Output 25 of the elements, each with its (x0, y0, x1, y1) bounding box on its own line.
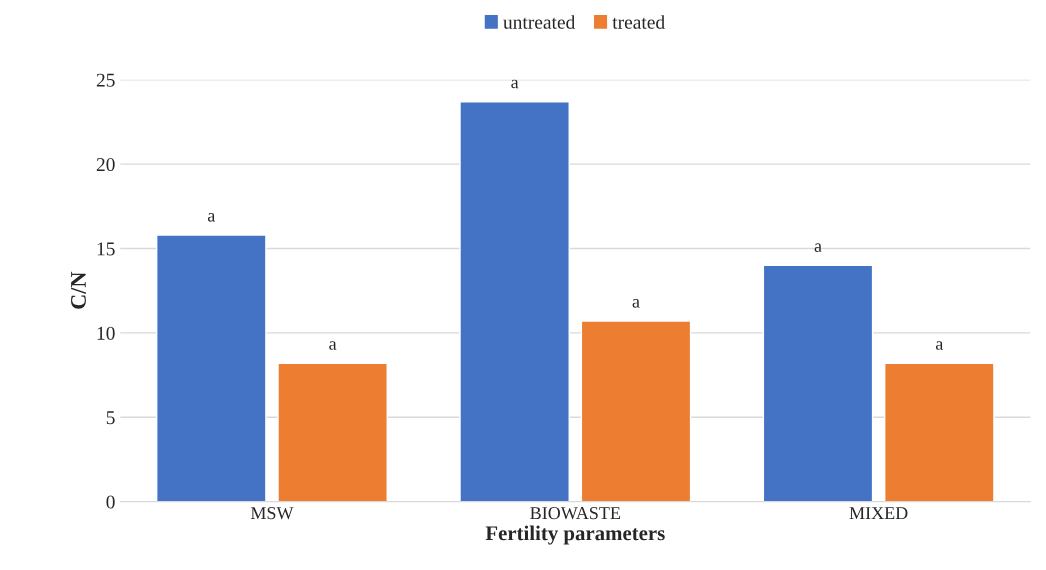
bar (277, 362, 388, 502)
bar (884, 362, 995, 502)
y-tick-label: 15 (97, 242, 115, 256)
data-label: a (814, 243, 822, 252)
y-tick-label: 20 (96, 157, 115, 172)
bar (459, 101, 570, 502)
bar (155, 234, 267, 502)
legend-label: untreated (503, 15, 576, 29)
x-tick-label: MSW (250, 507, 294, 520)
bar (580, 320, 692, 502)
data-label: a (632, 299, 640, 308)
x-tick-label: MIXED (849, 507, 908, 520)
legend-label: treated (612, 15, 665, 29)
bar (762, 264, 874, 502)
y-tick-label: 0 (106, 495, 115, 509)
data-label: a (329, 341, 337, 350)
x-axis-title: Fertility parameters (485, 525, 665, 545)
y-tick-label: 5 (106, 411, 115, 425)
data-label: a (207, 212, 216, 222)
data-label: a (511, 79, 519, 89)
y-tick-label: 25 (96, 73, 115, 87)
y-tick-label: 10 (97, 326, 115, 340)
y-axis-title: C/N (70, 271, 86, 309)
data-label: a (935, 341, 944, 350)
x-tick-label: BIOWASTE (530, 507, 621, 520)
